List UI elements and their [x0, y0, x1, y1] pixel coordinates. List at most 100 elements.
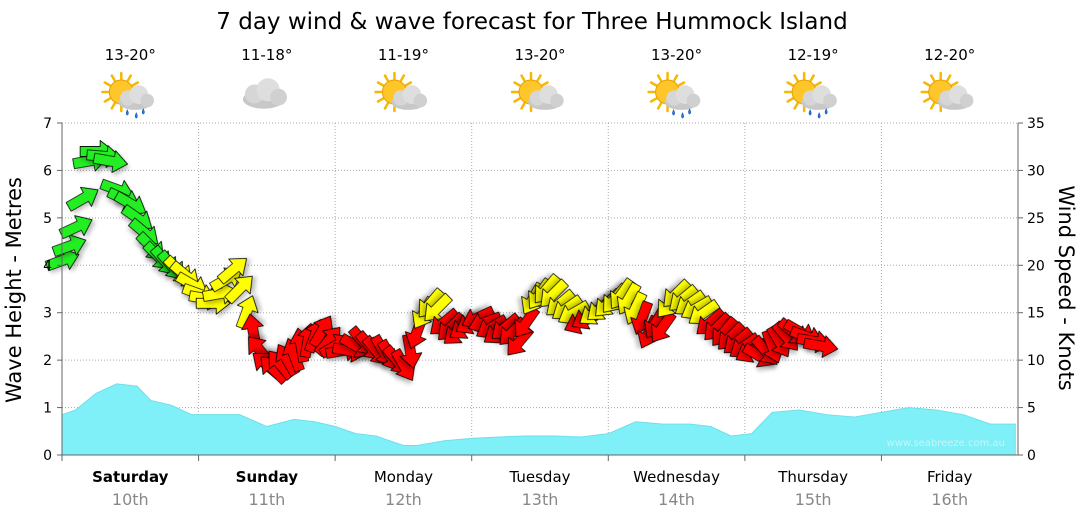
sun-ray: [376, 97, 385, 103]
sun-ray: [513, 81, 521, 87]
sun-ray: [399, 74, 406, 82]
x-axis-day-labels: Saturday 10th Sunday 11th Monday 12th Tuesday 1…: [61, 455, 973, 509]
day-name-label: Saturday: [92, 468, 169, 486]
sun-ray: [793, 102, 799, 110]
sun-ray: [814, 81, 822, 87]
sun-ray: [103, 97, 112, 103]
left-tick-label: 5: [43, 211, 52, 227]
sun-ray: [945, 74, 952, 82]
wind-arrow-shape: [424, 292, 453, 322]
day-temperature: 13-20°: [651, 46, 702, 64]
sun-ray: [404, 81, 413, 87]
sun-ray: [656, 74, 663, 82]
sun-ray: [923, 97, 931, 103]
rain-drop: [688, 108, 691, 115]
sun-ray: [376, 81, 385, 87]
sun-ray: [536, 74, 542, 82]
day-name-label: Monday: [374, 468, 433, 486]
cloud-puff: [686, 93, 701, 108]
cloud-icon: [242, 78, 287, 109]
sun-ray: [383, 102, 390, 110]
wind-arrow: [224, 275, 253, 305]
sun-ray: [110, 74, 117, 82]
sun-ray: [649, 97, 658, 103]
rain-drop: [817, 112, 821, 119]
cloud-shape: [801, 85, 837, 110]
sun-cloud-icon: [374, 71, 428, 113]
sun-ray: [131, 81, 139, 87]
right-tick-label: 0: [1027, 448, 1036, 464]
sun-ray: [929, 102, 936, 110]
wind-arrow-shape: [65, 186, 99, 212]
sun-ray: [520, 102, 526, 110]
cloud-puff: [959, 93, 974, 108]
right-tick-label: 5: [1027, 401, 1036, 417]
right-tick-label: 10: [1027, 353, 1045, 369]
day-name-label: Sunday: [236, 468, 299, 486]
sun-ray: [649, 81, 658, 87]
cloud-shape: [391, 85, 428, 110]
left-tick-label: 1: [43, 401, 52, 417]
sun-ray: [923, 81, 931, 87]
wind-arrow-shape: [802, 335, 839, 358]
day-date-label: 16th: [931, 490, 968, 509]
sun-ray: [541, 81, 549, 87]
grid-lines: [62, 122, 1018, 455]
left-tick-label: 2: [43, 353, 52, 369]
wave-height-area: [61, 383, 1016, 456]
right-tick-label: 35: [1027, 116, 1045, 132]
rain-drop: [808, 109, 812, 116]
sun-ray: [520, 74, 526, 82]
right-tick-label: 30: [1027, 163, 1045, 179]
right-tick-label: 15: [1027, 306, 1045, 322]
wind-arrow: [58, 215, 93, 240]
sun-cloud-icon: [510, 71, 564, 113]
sun-ray: [786, 97, 795, 103]
day-temperature: 11-19°: [378, 46, 429, 64]
wind-arrow-shape: [92, 150, 128, 173]
cloud-puff: [823, 93, 837, 108]
day-date-label: 11th: [248, 490, 285, 509]
cloud-shape: [118, 85, 154, 110]
day-name-label: Tuesday: [508, 468, 570, 486]
y-axis-left-label: Wave Height - Metres: [2, 177, 26, 403]
rain-drop: [134, 112, 138, 119]
credit-text: www.seabreeze.com.au: [887, 438, 1005, 449]
day-date-label: 14th: [658, 490, 695, 509]
wind-arrow: [92, 150, 128, 173]
rain-drop: [141, 108, 145, 115]
chart-title: 7 day wind & wave forecast for Three Hum…: [216, 9, 847, 35]
day-date-label: 10th: [112, 490, 149, 509]
wind-arrow-shape: [224, 275, 253, 305]
wind-arrows: [44, 140, 839, 385]
sun-ray: [929, 74, 936, 82]
left-tick-label: 3: [43, 306, 52, 322]
day-name-label: Wednesday: [633, 468, 720, 486]
sun-cloud-icon: [920, 71, 974, 113]
sun-ray: [383, 74, 390, 82]
sun-cloud-rain-icon: [647, 71, 701, 119]
day-temperature: 11-18°: [241, 46, 292, 64]
cloud-puff: [270, 88, 287, 106]
wave-area-path: [61, 383, 1016, 456]
left-axis-ticks: 0 1 2 3 4 5 6 7: [43, 116, 62, 464]
right-axis-ticks: 0 5 10 15 20 25 30 35: [1018, 116, 1045, 464]
sun-ray: [513, 97, 521, 103]
day-temperature: 13-20°: [514, 46, 565, 64]
cloud-shape: [528, 85, 564, 110]
left-tick-label: 6: [43, 163, 52, 179]
wind-arrow-shape: [216, 258, 247, 285]
y-axis-right-label: Wind Speed - Knots: [1054, 185, 1078, 390]
day-headers: 13-20° 11-18° 11-19° 13-20° 13-20° 12-19° 12-2…: [101, 46, 975, 119]
wind-arrow: [216, 258, 247, 285]
wind-arrow: [51, 234, 87, 257]
day-temperature: 12-20°: [924, 46, 975, 64]
cloud-shape: [242, 78, 287, 109]
rain-drop: [672, 109, 675, 116]
sun-ray: [126, 74, 133, 82]
left-tick-label: 4: [43, 258, 52, 274]
cloud-puff: [550, 93, 564, 108]
rain-drop: [824, 108, 828, 115]
day-date-label: 15th: [795, 490, 832, 509]
